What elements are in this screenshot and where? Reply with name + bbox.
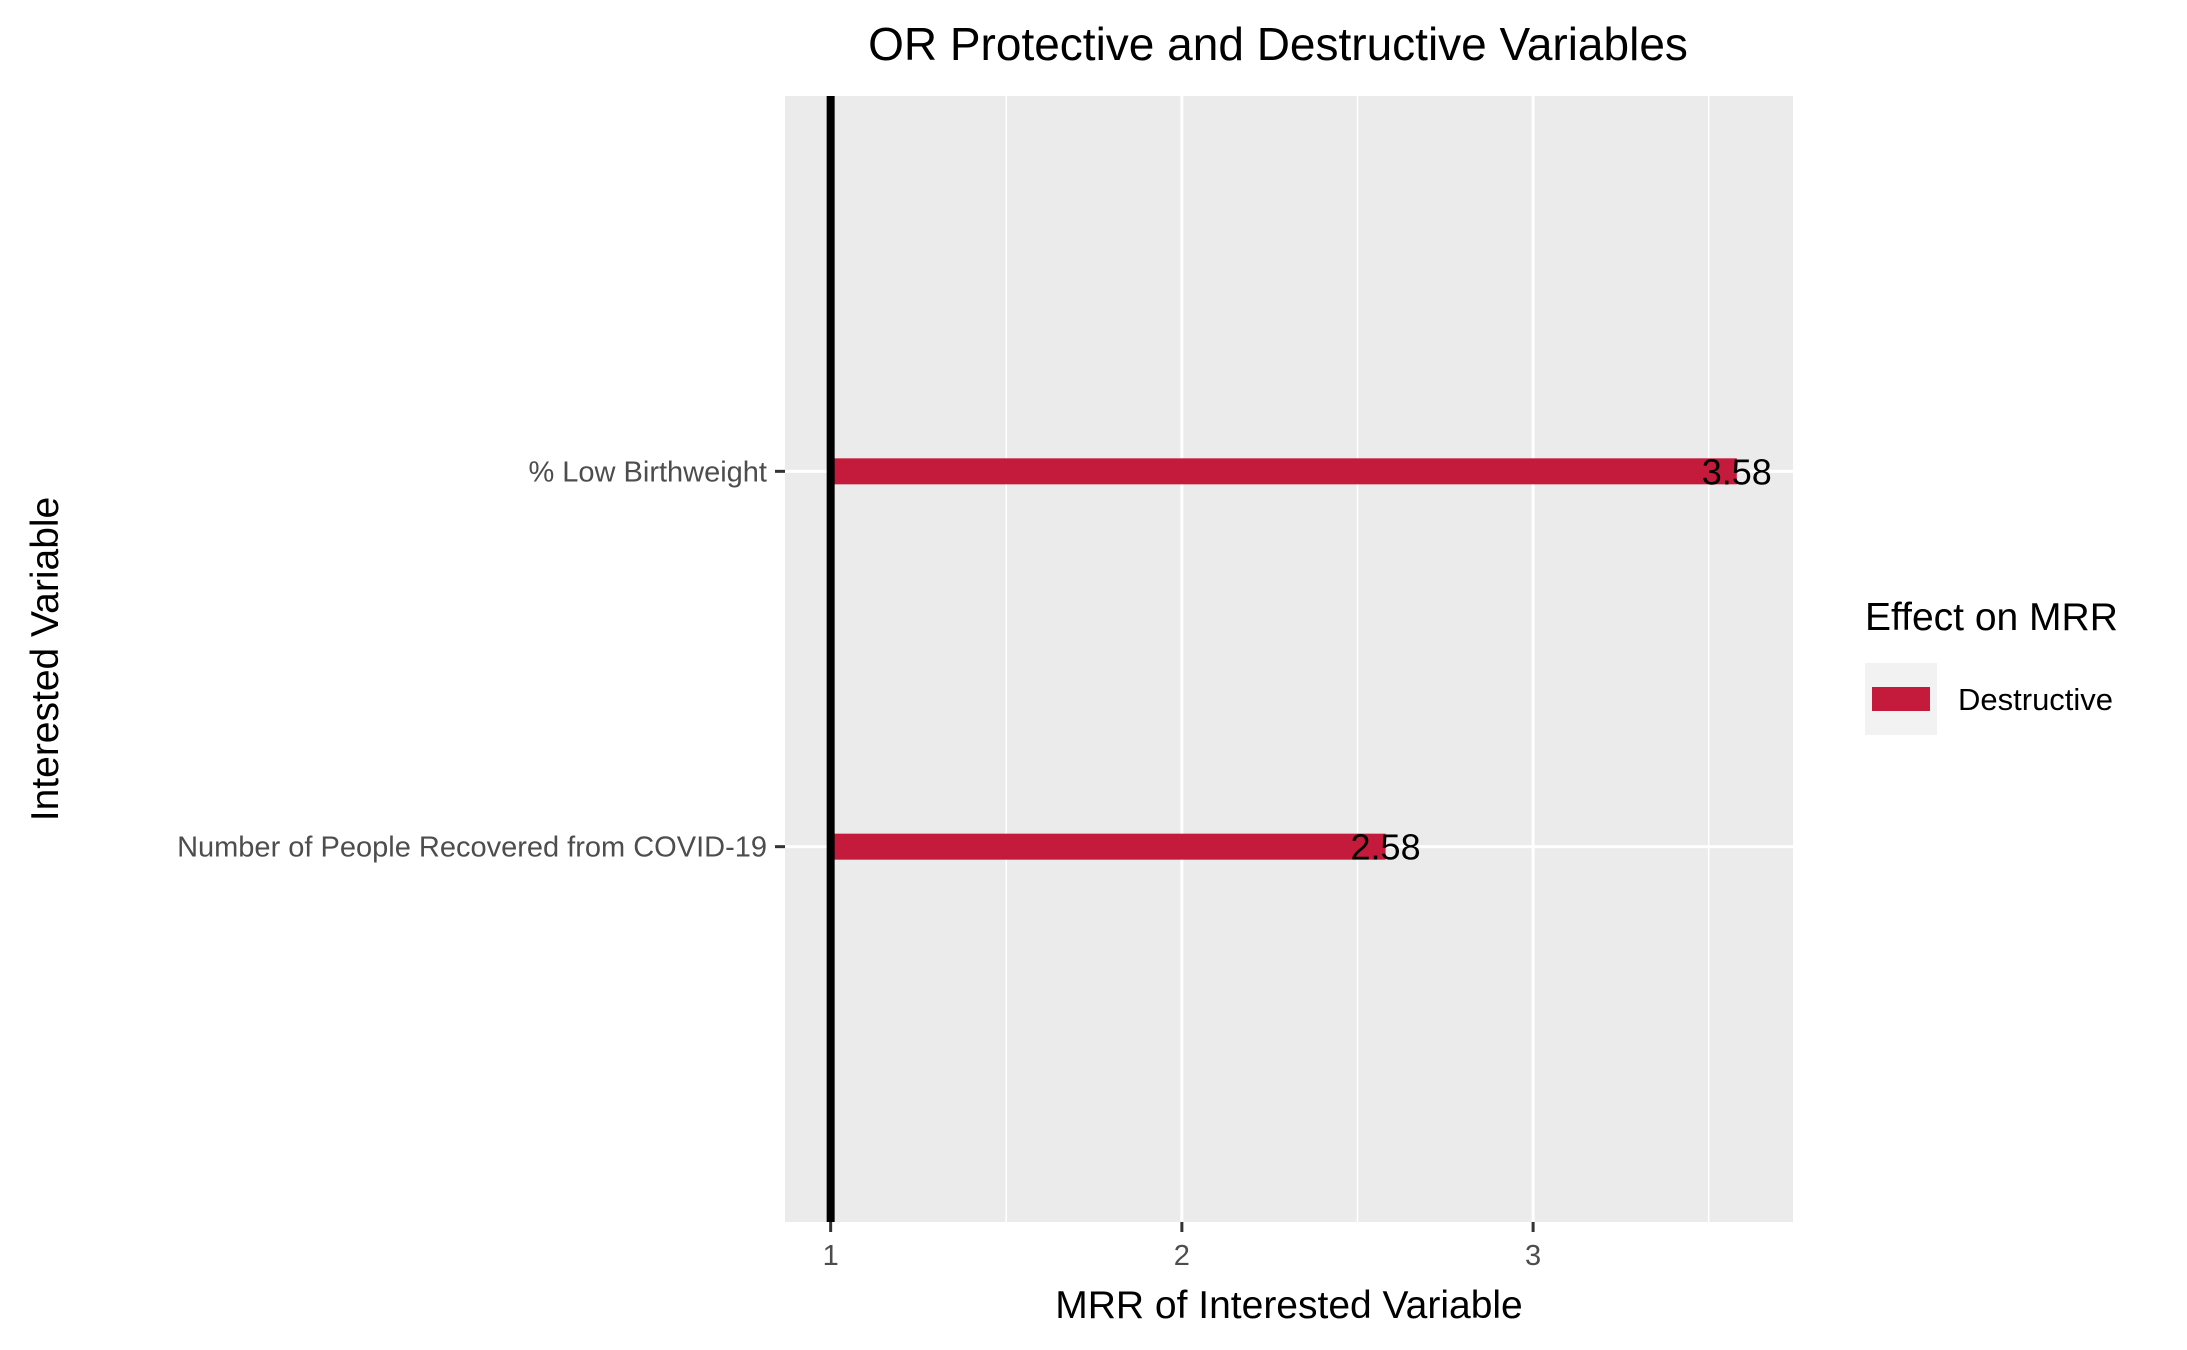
bar-0 xyxy=(830,458,1737,485)
y-tick-label-1: Number of People Recovered from COVID-19 xyxy=(177,832,767,864)
bar-1 xyxy=(830,833,1386,860)
chart-title: OR Protective and Destructive Variables xyxy=(868,18,1688,70)
y-tick-label-0: % Low Birthweight xyxy=(528,456,767,488)
data-label-1: 2.58 xyxy=(1351,827,1421,868)
data-labels: 3.58 2.58 xyxy=(1351,451,1772,867)
y-axis: % Low Birthweight Number of People Recove… xyxy=(177,456,785,864)
plot-panel xyxy=(785,96,1793,1222)
x-tick-label-2: 3 xyxy=(1525,1240,1541,1272)
data-label-0: 3.58 xyxy=(1702,451,1772,492)
y-axis-title: Interested Variable xyxy=(24,497,67,821)
legend-entries: Destructive xyxy=(1865,663,2113,735)
x-tick-label-1: 2 xyxy=(1174,1240,1190,1272)
bars xyxy=(830,458,1737,860)
x-axis: 1 2 3 xyxy=(823,1222,1541,1272)
legend: Effect on MRR Destructive xyxy=(1865,596,2118,735)
legend-title: Effect on MRR xyxy=(1865,596,2118,639)
minor-gridlines xyxy=(1005,96,1710,1222)
x-axis-title: MRR of Interested Variable xyxy=(1055,1284,1523,1327)
legend-key-0 xyxy=(1872,687,1930,711)
x-tick-label-0: 1 xyxy=(823,1240,839,1272)
legend-label-0: Destructive xyxy=(1958,682,2113,717)
